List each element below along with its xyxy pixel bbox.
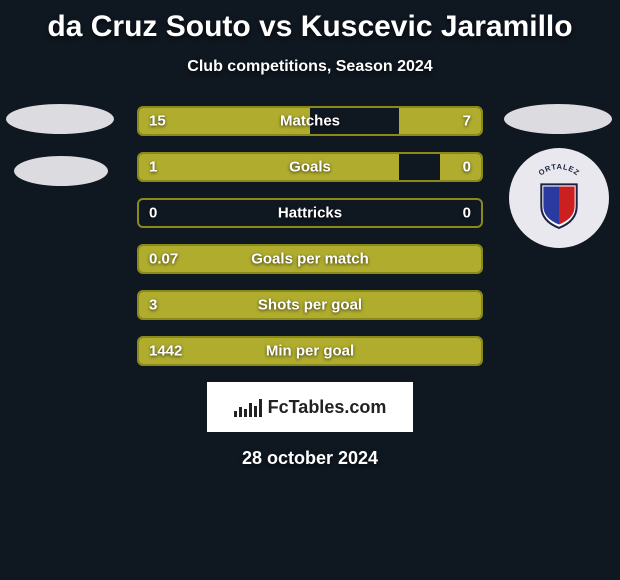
bar-fill-right: [440, 154, 481, 180]
stat-left-value: 1442: [149, 343, 182, 360]
comparison-panel: ORTALEZ 15 7 Matches 1 0 Goals 0 0 Hattricks 0.07…: [0, 104, 620, 366]
stat-left-value: 0.07: [149, 251, 178, 268]
page-subtitle: Club competitions, Season 2024: [0, 58, 620, 76]
svg-text:ORTALEZ: ORTALEZ: [537, 164, 582, 177]
stat-label: Goals: [289, 159, 331, 176]
stat-left-value: 1: [149, 159, 157, 176]
placeholder-club-logo-icon: [14, 156, 108, 186]
stat-row: 3 Shots per goal: [137, 290, 483, 320]
bar-fill-left: [139, 154, 399, 180]
stat-row: 0.07 Goals per match: [137, 244, 483, 274]
right-player-column: ORTALEZ: [504, 104, 614, 248]
comparison-bars: 15 7 Matches 1 0 Goals 0 0 Hattricks 0.07 Goals pe…: [137, 104, 483, 366]
stat-left-value: 0: [149, 205, 157, 222]
stat-label: Shots per goal: [258, 297, 362, 314]
snapshot-date: 28 october 2024: [0, 448, 620, 469]
club-logo-icon: ORTALEZ: [509, 148, 609, 248]
stat-right-value: 7: [463, 113, 471, 130]
left-player-column: [6, 104, 116, 186]
stat-label: Matches: [280, 113, 340, 130]
stat-label: Hattricks: [278, 205, 342, 222]
branding-label: FcTables.com: [268, 397, 387, 418]
stat-row: 1 0 Goals: [137, 152, 483, 182]
stat-row: 15 7 Matches: [137, 106, 483, 136]
stat-label: Goals per match: [251, 251, 369, 268]
placeholder-player-avatar-icon: [504, 104, 612, 134]
stat-row: 1442 Min per goal: [137, 336, 483, 366]
stat-left-value: 15: [149, 113, 166, 130]
stat-left-value: 3: [149, 297, 157, 314]
stat-right-value: 0: [463, 205, 471, 222]
stat-right-value: 0: [463, 159, 471, 176]
branding-logo[interactable]: FcTables.com: [207, 382, 413, 432]
placeholder-player-avatar-icon: [6, 104, 114, 134]
stat-label: Min per goal: [266, 343, 354, 360]
fortaleza-shield-icon: ORTALEZ: [525, 164, 593, 232]
stat-row: 0 0 Hattricks: [137, 198, 483, 228]
fctables-bars-icon: [234, 397, 262, 417]
page-title: da Cruz Souto vs Kuscevic Jaramillo: [0, 0, 620, 44]
